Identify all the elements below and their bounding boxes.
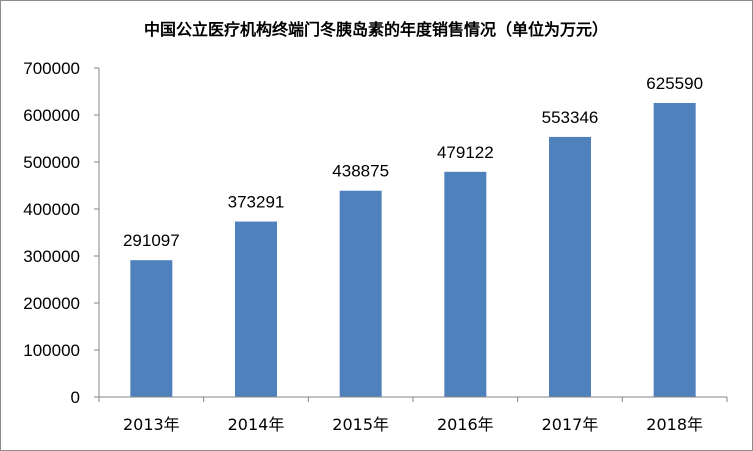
data-label: 553346 [542, 108, 599, 127]
data-label: 291097 [123, 231, 180, 250]
y-tick-label: 300000 [23, 247, 80, 266]
data-label: 373291 [228, 193, 285, 212]
data-label: 438875 [332, 162, 389, 181]
bar-series: 291097 373291 438875 479122 553346 625590 [123, 74, 703, 398]
y-tick-label: 200000 [23, 294, 80, 313]
x-tick-label: 2017年 [542, 415, 599, 434]
y-tick-label: 100000 [23, 341, 80, 360]
x-tick-label: 2018年 [646, 415, 703, 434]
bar [235, 221, 277, 397]
bar [549, 136, 591, 398]
x-tick-label: 2014年 [228, 415, 285, 434]
chart-title: 中国公立医疗机构终端门冬胰岛素的年度销售情况（单位为万元） [144, 20, 608, 39]
data-label: 625590 [646, 74, 703, 93]
y-tick-label: 700000 [23, 59, 80, 78]
bar [130, 260, 173, 397]
bar [444, 171, 487, 397]
x-axis: 2013年 2014年 2015年 2016年 2017年 2018年 [98, 396, 728, 434]
y-tick-label: 500000 [23, 153, 80, 172]
x-tick-label: 2015年 [332, 415, 389, 434]
data-label: 479122 [437, 143, 494, 162]
y-tick-label: 400000 [23, 200, 80, 219]
x-tick-label: 2013年 [123, 415, 180, 434]
x-tick-label: 2016年 [437, 415, 494, 434]
bar [339, 190, 382, 397]
y-tick-label: 0 [71, 388, 80, 407]
y-tick-label: 600000 [23, 106, 80, 125]
bar [653, 102, 696, 397]
y-axis: 0 100000 200000 300000 400000 500000 600000 700… [23, 59, 100, 407]
